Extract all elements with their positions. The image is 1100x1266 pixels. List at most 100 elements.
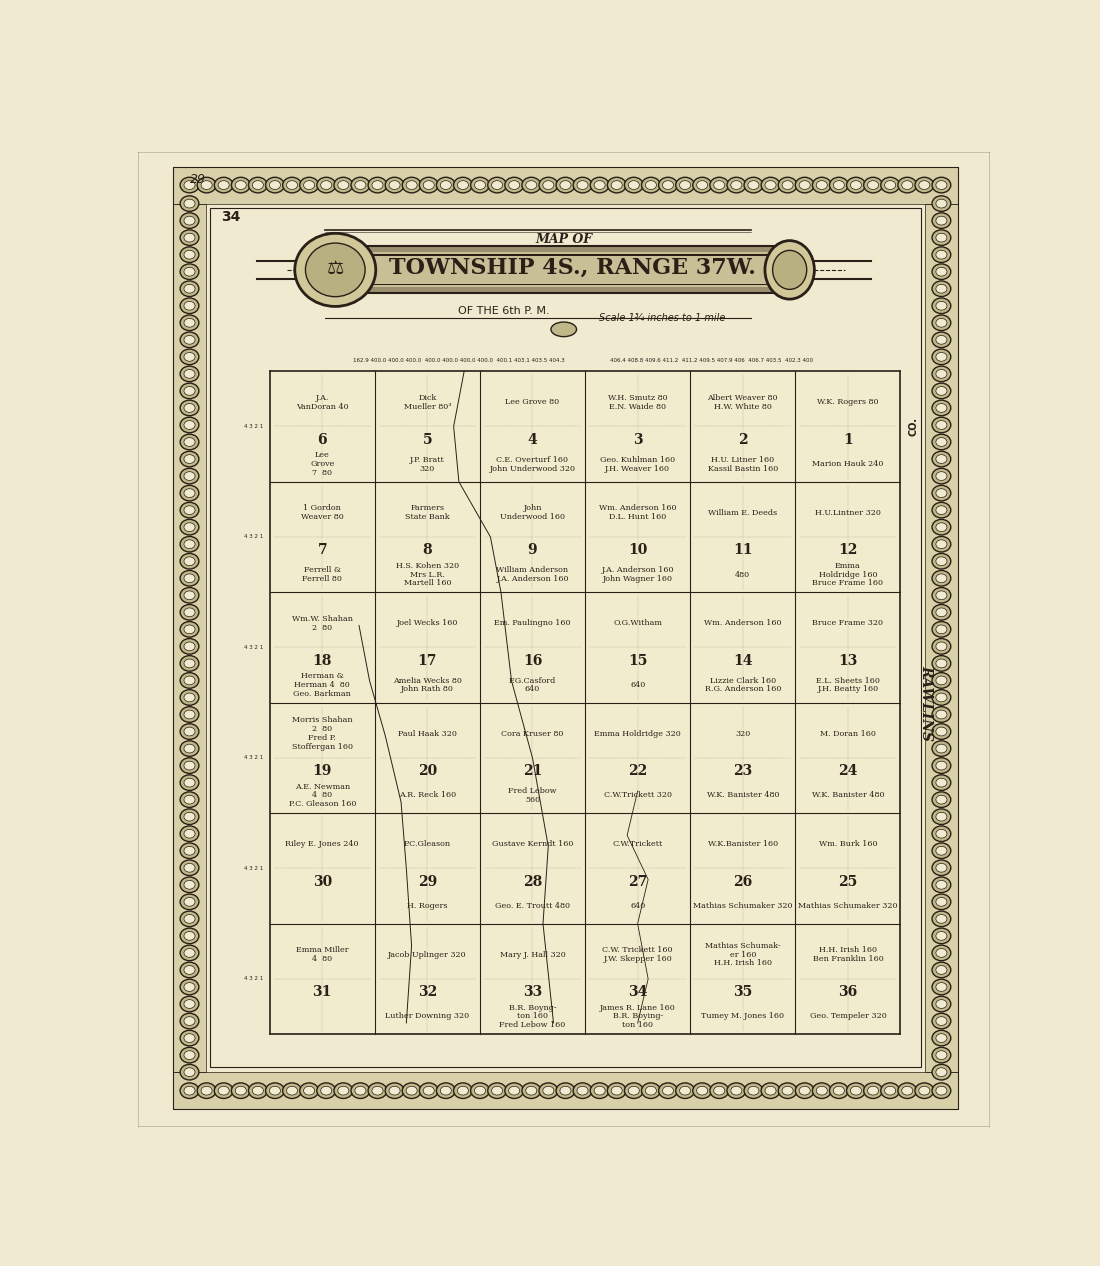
Ellipse shape	[184, 693, 195, 701]
Ellipse shape	[936, 625, 947, 634]
Ellipse shape	[932, 213, 950, 228]
Text: 5: 5	[422, 433, 432, 447]
Ellipse shape	[932, 434, 950, 449]
Ellipse shape	[180, 587, 199, 603]
Text: 14: 14	[733, 653, 752, 667]
Text: Luther Downing 320: Luther Downing 320	[385, 1013, 470, 1020]
Ellipse shape	[180, 912, 199, 927]
Ellipse shape	[180, 1031, 199, 1046]
Text: 406.4 408.8 409.6 411.2  411.2 409.5 407.9 406  406.7 403.5  402.3 400: 406.4 408.8 409.6 411.2 411.2 409.5 407.…	[609, 358, 813, 363]
Text: Mary J. Hall 320: Mary J. Hall 320	[499, 951, 565, 958]
Text: 30: 30	[312, 875, 332, 889]
Ellipse shape	[936, 591, 947, 600]
Text: F.G.Casford
640: F.G.Casford 640	[509, 676, 557, 694]
Ellipse shape	[184, 301, 195, 310]
Ellipse shape	[201, 1086, 212, 1095]
Ellipse shape	[659, 1082, 678, 1099]
Ellipse shape	[816, 181, 827, 190]
Ellipse shape	[180, 298, 199, 314]
Text: 9: 9	[528, 543, 537, 557]
Ellipse shape	[184, 847, 195, 855]
Ellipse shape	[714, 1086, 725, 1095]
Ellipse shape	[351, 1082, 370, 1099]
Ellipse shape	[419, 177, 438, 192]
Text: RAWLINS: RAWLINS	[920, 665, 933, 741]
Ellipse shape	[317, 1082, 336, 1099]
Text: 2: 2	[738, 433, 748, 447]
Ellipse shape	[932, 451, 950, 467]
Ellipse shape	[772, 251, 806, 290]
Ellipse shape	[180, 553, 199, 568]
Ellipse shape	[764, 1086, 777, 1095]
Ellipse shape	[184, 233, 195, 242]
Ellipse shape	[180, 825, 199, 842]
Text: 20: 20	[418, 765, 437, 779]
Text: Dick
Mueller 80³: Dick Mueller 80³	[404, 394, 451, 410]
Ellipse shape	[932, 519, 950, 536]
Ellipse shape	[594, 181, 605, 190]
Ellipse shape	[936, 420, 947, 429]
Ellipse shape	[936, 914, 947, 923]
Ellipse shape	[936, 898, 947, 906]
Ellipse shape	[180, 213, 199, 228]
Ellipse shape	[868, 181, 879, 190]
Bar	[174, 204, 206, 1072]
Ellipse shape	[389, 1086, 400, 1095]
Text: Em. Paulingno 160: Em. Paulingno 160	[494, 619, 571, 627]
Ellipse shape	[936, 386, 947, 395]
Text: Marion Hauk 240: Marion Hauk 240	[812, 460, 883, 468]
Ellipse shape	[778, 177, 798, 192]
Ellipse shape	[662, 1086, 673, 1095]
Text: James R. Lane 160
B.R. Boying-
ton 160: James R. Lane 160 B.R. Boying- ton 160	[600, 1004, 675, 1029]
Ellipse shape	[641, 1082, 660, 1099]
Text: Mathias Schumak-
er 160
H.H. Irish 160: Mathias Schumak- er 160 H.H. Irish 160	[705, 942, 781, 967]
Ellipse shape	[591, 177, 609, 192]
Ellipse shape	[936, 301, 947, 310]
Text: 162.9 400.0 400.0 400.0  400.0 400.0 400.0 400.0  400.1 403.1 403.5 404.3: 162.9 400.0 400.0 400.0 400.0 400.0 400.…	[353, 358, 564, 363]
Text: 4 3 2 1: 4 3 2 1	[243, 866, 263, 871]
Ellipse shape	[184, 420, 195, 429]
Ellipse shape	[184, 404, 195, 413]
Text: C.E. Overturf 160
John Underwood 320: C.E. Overturf 160 John Underwood 320	[490, 456, 575, 472]
Ellipse shape	[936, 1086, 947, 1095]
Ellipse shape	[936, 267, 947, 276]
Text: J.A. Anderson 160
John Wagner 160: J.A. Anderson 160 John Wagner 160	[602, 566, 674, 582]
Ellipse shape	[180, 809, 199, 824]
Ellipse shape	[180, 349, 199, 365]
Ellipse shape	[184, 1051, 195, 1060]
Ellipse shape	[184, 557, 195, 566]
Text: 34: 34	[628, 985, 647, 999]
Text: CO.: CO.	[909, 417, 918, 436]
Ellipse shape	[440, 1086, 451, 1095]
Ellipse shape	[932, 247, 950, 262]
Ellipse shape	[505, 177, 524, 192]
Bar	[326, 247, 803, 252]
Ellipse shape	[662, 181, 673, 190]
Ellipse shape	[607, 177, 626, 192]
Ellipse shape	[932, 724, 950, 739]
Ellipse shape	[680, 181, 691, 190]
Ellipse shape	[764, 241, 814, 299]
Text: B.R. Boyng-
ton 160
Fred Lebow 160: B.R. Boyng- ton 160 Fred Lebow 160	[499, 1004, 565, 1029]
Ellipse shape	[180, 775, 199, 790]
Ellipse shape	[898, 177, 916, 192]
Ellipse shape	[761, 1082, 780, 1099]
Ellipse shape	[932, 400, 950, 415]
Ellipse shape	[180, 263, 199, 280]
Ellipse shape	[180, 537, 199, 552]
Ellipse shape	[936, 932, 947, 941]
Text: 1: 1	[843, 433, 852, 447]
Ellipse shape	[180, 946, 199, 961]
Ellipse shape	[782, 1086, 793, 1095]
Text: 4: 4	[528, 433, 538, 447]
Text: 320: 320	[735, 729, 750, 738]
Ellipse shape	[487, 177, 506, 192]
Ellipse shape	[936, 727, 947, 736]
Ellipse shape	[474, 1086, 485, 1095]
Ellipse shape	[180, 928, 199, 943]
Ellipse shape	[936, 660, 947, 667]
Ellipse shape	[197, 1082, 216, 1099]
Text: 25: 25	[838, 875, 858, 889]
Ellipse shape	[180, 451, 199, 467]
Ellipse shape	[578, 1086, 588, 1095]
